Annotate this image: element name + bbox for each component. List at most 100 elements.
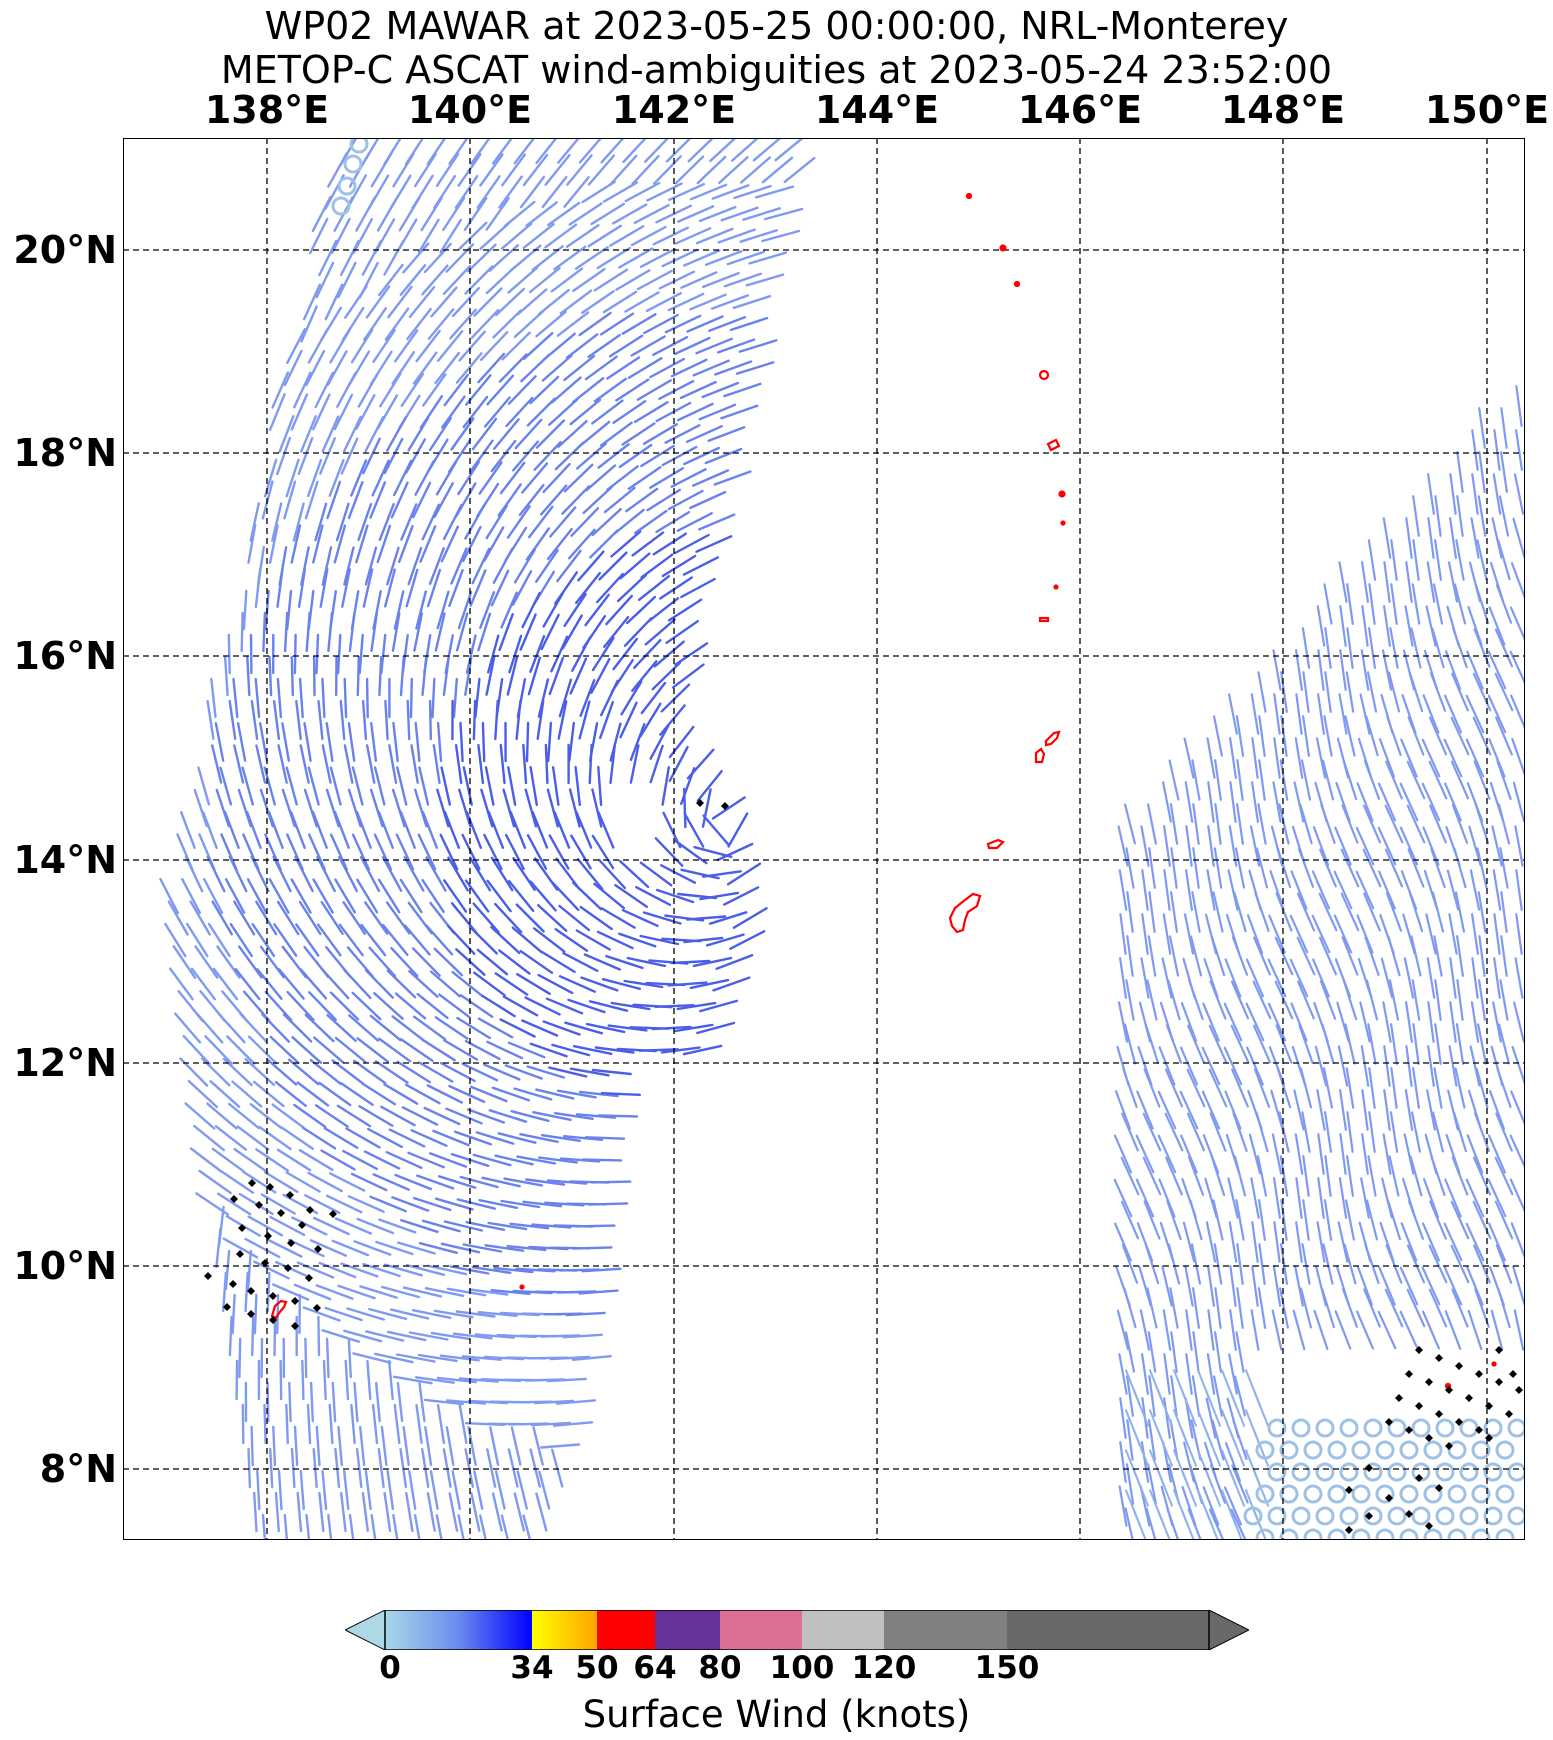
wind-vector (483, 526, 505, 562)
wind-vector (266, 1238, 303, 1258)
wind-vector (378, 503, 395, 541)
wind-vector (591, 399, 624, 425)
calm-wind-circle (1459, 1506, 1479, 1526)
wind-vector (1319, 848, 1337, 888)
wind-vector (1360, 1045, 1370, 1087)
wind-vector (1471, 473, 1479, 515)
wind-vector (470, 1492, 481, 1532)
calm-wind-circle (1327, 1484, 1347, 1504)
wind-vector (321, 415, 340, 453)
wind-vector (477, 1310, 518, 1318)
wind-vector (1205, 1221, 1217, 1263)
wind-vector (337, 1284, 376, 1300)
wind-vector (446, 1287, 487, 1297)
wind-vector (1448, 913, 1458, 955)
wind-vector (184, 855, 204, 893)
wind-vector (239, 1012, 268, 1044)
wind-vector (1388, 979, 1400, 1021)
wind-vector (416, 992, 449, 1020)
colorbar (345, 1610, 1249, 1650)
wind-vector (600, 907, 636, 929)
wind-vector (1224, 1090, 1242, 1130)
wind-vector (597, 811, 615, 849)
wind-vector (393, 590, 405, 630)
wind-vector (1181, 1389, 1197, 1427)
wind-vector (532, 1111, 572, 1121)
wind-vector (473, 1470, 484, 1510)
wind-vector (1182, 1221, 1196, 1263)
wind-vector (350, 1172, 388, 1192)
wind-vector (740, 156, 771, 184)
wind-vector (584, 355, 618, 381)
wind-vector (618, 247, 654, 269)
wind-vector (1232, 1111, 1248, 1153)
wind-vector (255, 900, 278, 936)
calm-wind-circle (1303, 1484, 1323, 1504)
wind-vector (1162, 913, 1172, 955)
wind-vector (398, 196, 421, 232)
wind-vector (1255, 847, 1269, 889)
wind-vector (578, 311, 612, 337)
wind-vector (600, 679, 619, 717)
wind-vector (1478, 451, 1486, 493)
wind-vector (481, 994, 516, 1018)
wind-vector (316, 855, 336, 893)
wind-vector (387, 1330, 427, 1342)
wind-vector (440, 766, 451, 806)
island-asuncion (1013, 280, 1021, 288)
wind-vector (1321, 759, 1335, 801)
wind-vector (187, 1079, 219, 1109)
wind-vector (1143, 1068, 1161, 1108)
wind-vector (693, 846, 733, 858)
wind-vector (1493, 913, 1501, 955)
wind-vector (598, 858, 627, 890)
wind-vector (1170, 1375, 1178, 1417)
wind-vector (1495, 1244, 1513, 1284)
wind-vector (1355, 826, 1375, 866)
calm-wind-circle (337, 176, 357, 196)
wind-vector (297, 568, 307, 608)
wind-vector (1494, 1200, 1514, 1240)
wind-vector (1426, 473, 1436, 515)
wind-vector (315, 1284, 354, 1300)
wind-vector (667, 489, 704, 511)
wind-vector (542, 592, 564, 628)
wind-vector (1233, 891, 1247, 933)
wind-vector (501, 331, 531, 361)
wind-vector (308, 217, 329, 255)
wind-vector (216, 945, 241, 979)
wind-vector (1157, 1429, 1173, 1467)
wind-vector (1514, 825, 1524, 867)
wind-vector (541, 1134, 581, 1142)
wind-vector (1186, 1068, 1206, 1108)
wind-vector (210, 677, 217, 719)
wind-vector (216, 1192, 252, 1216)
wind-vector (1231, 1464, 1249, 1504)
wind-vector (1223, 1002, 1243, 1042)
wind-vector (356, 1217, 395, 1235)
wind-vector (569, 657, 588, 695)
wind-vector (473, 287, 503, 317)
map-plot-area[interactable] (123, 138, 1525, 1540)
wind-vector (575, 811, 593, 849)
wind-vector (386, 416, 407, 452)
wind-vector (494, 287, 525, 317)
wind-vector (1271, 1309, 1283, 1351)
wind-vector (1276, 1067, 1292, 1109)
wind-vector (1494, 628, 1514, 668)
wind-vector (325, 1337, 330, 1379)
wind-vector (674, 642, 709, 666)
wind-vector (339, 699, 346, 741)
wind-vector (260, 1193, 296, 1215)
wind-vector (283, 1513, 289, 1540)
wind-vector (1360, 561, 1370, 603)
rain-flag (223, 1303, 231, 1311)
wind-vector (1213, 1331, 1223, 1373)
wind-vector (1228, 825, 1238, 867)
wind-vector (538, 1156, 579, 1164)
rain-flag (1495, 1378, 1503, 1386)
wind-vector (603, 616, 630, 648)
rain-flag (1405, 1370, 1413, 1378)
wind-vector (348, 611, 356, 653)
wind-vector (454, 175, 479, 210)
